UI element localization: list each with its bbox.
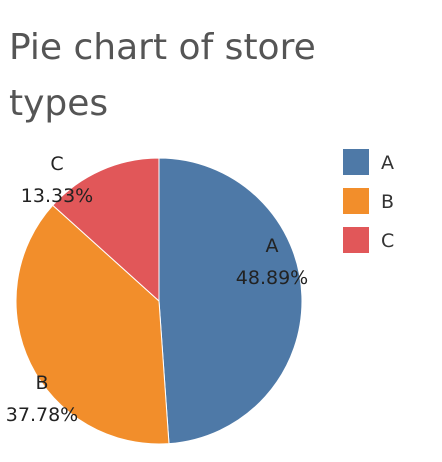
legend-label-b: B [381, 191, 394, 213]
slice-percent-label-c: 13.33% [21, 185, 93, 207]
pie-slices [15, 157, 303, 445]
legend-label-a: A [381, 152, 394, 174]
legend-swatch-b [343, 188, 369, 214]
pie-slice-c [52, 157, 160, 303]
slice-percent-label-a: 48.89% [236, 267, 308, 289]
slice-percent-label-b: 37.78% [6, 404, 78, 426]
pie-slice-a [158, 157, 303, 445]
legend: ABC [343, 149, 394, 253]
slice-category-label-c: C [50, 153, 63, 175]
legend-swatch-a [343, 149, 369, 175]
pie-labels: A 48.89% B 37.78% C 13.33% [6, 153, 308, 426]
legend-label-c: C [381, 230, 394, 252]
chart-title: Pie chart of store types [9, 27, 316, 124]
pie-slice-b [15, 204, 170, 445]
slice-category-label-b: B [35, 372, 48, 394]
slice-category-label-a: A [266, 235, 279, 257]
legend-swatch-c [343, 227, 369, 253]
